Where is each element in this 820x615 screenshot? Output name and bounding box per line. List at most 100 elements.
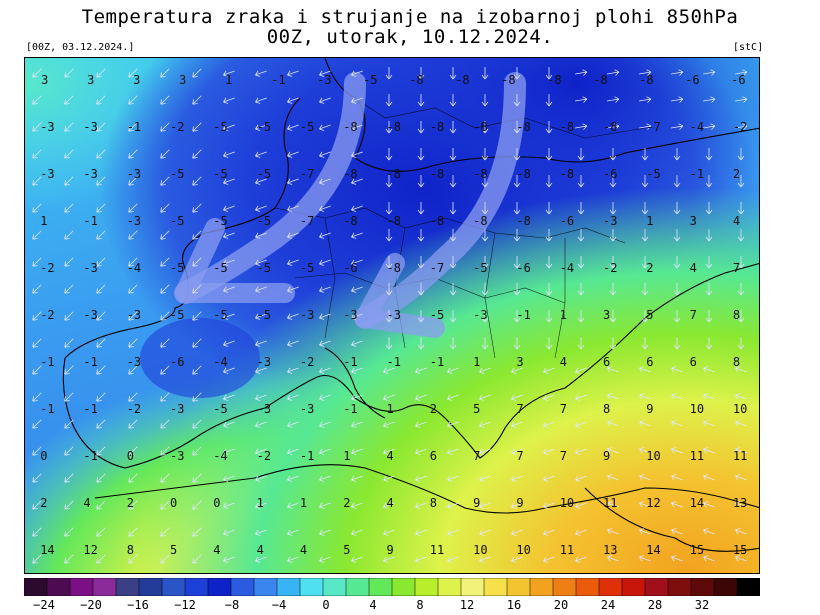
wind-arrow — [160, 149, 170, 159]
wind-arrow — [351, 475, 363, 482]
wind-arrow — [223, 124, 235, 131]
wind-arrow — [32, 257, 42, 267]
wind-arrow — [319, 421, 331, 428]
temperature-value: -8 — [387, 167, 401, 181]
wind-arrow — [64, 338, 74, 348]
wind-arrow — [575, 529, 587, 536]
wind-arrow — [64, 149, 74, 159]
wind-arrow — [255, 178, 267, 185]
wind-arrow — [417, 256, 425, 269]
wind-arrow — [128, 122, 138, 132]
wind-arrow — [160, 122, 170, 132]
wind-arrow — [513, 310, 521, 323]
wind-arrow — [703, 501, 715, 508]
wind-arrow — [545, 121, 553, 134]
wind-arrow — [287, 286, 299, 293]
temperature-value: 3 — [603, 308, 610, 322]
wind-arrow — [737, 175, 745, 188]
wind-arrow — [287, 178, 299, 185]
wind-arrow — [513, 283, 521, 296]
temperature-value: 9 — [603, 449, 610, 463]
wind-arrow — [128, 338, 138, 348]
temperature-value: -5 — [257, 308, 271, 322]
wind-arrow — [160, 203, 170, 213]
legend-swatch — [621, 577, 646, 597]
wind-arrow — [641, 337, 649, 350]
temperature-value: -8 — [593, 73, 607, 87]
temperature-value: -1 — [40, 355, 54, 369]
wind-arrow — [287, 205, 299, 212]
legend-swatch — [345, 577, 370, 597]
wind-arrow — [383, 529, 395, 536]
wind-arrow — [287, 394, 299, 401]
wind-arrow — [607, 123, 620, 130]
wind-arrow — [385, 202, 393, 215]
wind-arrow — [160, 365, 170, 375]
wind-arrow — [255, 448, 267, 455]
temperature-value: -8 — [516, 167, 530, 181]
temperature-value: -5 — [170, 261, 184, 275]
legend-swatch — [23, 577, 48, 597]
legend-swatch — [161, 577, 186, 597]
wind-arrow — [96, 122, 106, 132]
temperature-value: 10 — [646, 449, 660, 463]
temperature-value: -2 — [733, 120, 747, 134]
legend-swatch — [115, 577, 140, 597]
wind-arrow — [128, 446, 138, 456]
wind-arrow — [385, 67, 393, 80]
temperature-value: 15 — [690, 543, 704, 557]
wind-arrow — [160, 230, 170, 240]
wind-arrow — [447, 502, 459, 509]
wind-arrow — [32, 419, 42, 429]
temperature-value: 3 — [179, 73, 186, 87]
temperature-value: -5 — [257, 167, 271, 181]
wind-arrow — [385, 175, 393, 188]
wind-arrow — [287, 340, 299, 347]
wind-arrow — [351, 178, 363, 185]
wind-arrow — [735, 123, 748, 130]
wind-arrow — [383, 475, 395, 482]
wind-arrow — [737, 337, 745, 350]
wind-arrow — [287, 556, 299, 563]
wind-arrow — [192, 230, 202, 240]
temperature-value: 8 — [733, 355, 740, 369]
wind-arrow — [255, 151, 267, 158]
wind-arrow — [543, 475, 555, 482]
temperature-value: 8 — [127, 543, 134, 557]
wind-arrow — [703, 69, 716, 76]
temperature-value: -3 — [603, 214, 617, 228]
temperature-value: -8 — [387, 214, 401, 228]
wind-arrow — [160, 473, 170, 483]
wind-arrow — [545, 310, 553, 323]
wind-arrow — [671, 123, 684, 130]
temperature-value: -8 — [473, 120, 487, 134]
temperature-value: 7 — [560, 449, 567, 463]
wind-arrow — [543, 502, 555, 509]
wind-arrow — [449, 121, 457, 134]
temperature-value: -8 — [516, 214, 530, 228]
wind-arrow — [511, 394, 523, 401]
wind-arrow — [609, 148, 617, 161]
wind-arrow — [64, 284, 74, 294]
wind-arrow — [511, 502, 523, 509]
wind-arrow — [545, 94, 553, 107]
wind-arrow — [479, 394, 491, 401]
legend-tick-label: 28 — [647, 598, 663, 612]
color-legend-bar — [23, 577, 761, 597]
wind-arrow — [511, 367, 523, 374]
legend-swatch — [69, 577, 94, 597]
wind-arrow — [255, 421, 267, 428]
temperature-value: -1 — [343, 355, 357, 369]
wind-arrow — [287, 259, 299, 266]
temperature-value: -6 — [560, 214, 574, 228]
wind-arrow — [32, 284, 42, 294]
wind-arrow — [128, 419, 138, 429]
wind-arrow — [192, 392, 202, 402]
wind-arrow — [543, 421, 555, 428]
wind-arrow — [96, 419, 106, 429]
temperature-value: -4 — [690, 120, 704, 134]
temperature-value: -3 — [317, 73, 331, 87]
temperature-value: -3 — [387, 308, 401, 322]
wind-arrow — [383, 448, 395, 455]
temperature-value: 7 — [516, 402, 523, 416]
